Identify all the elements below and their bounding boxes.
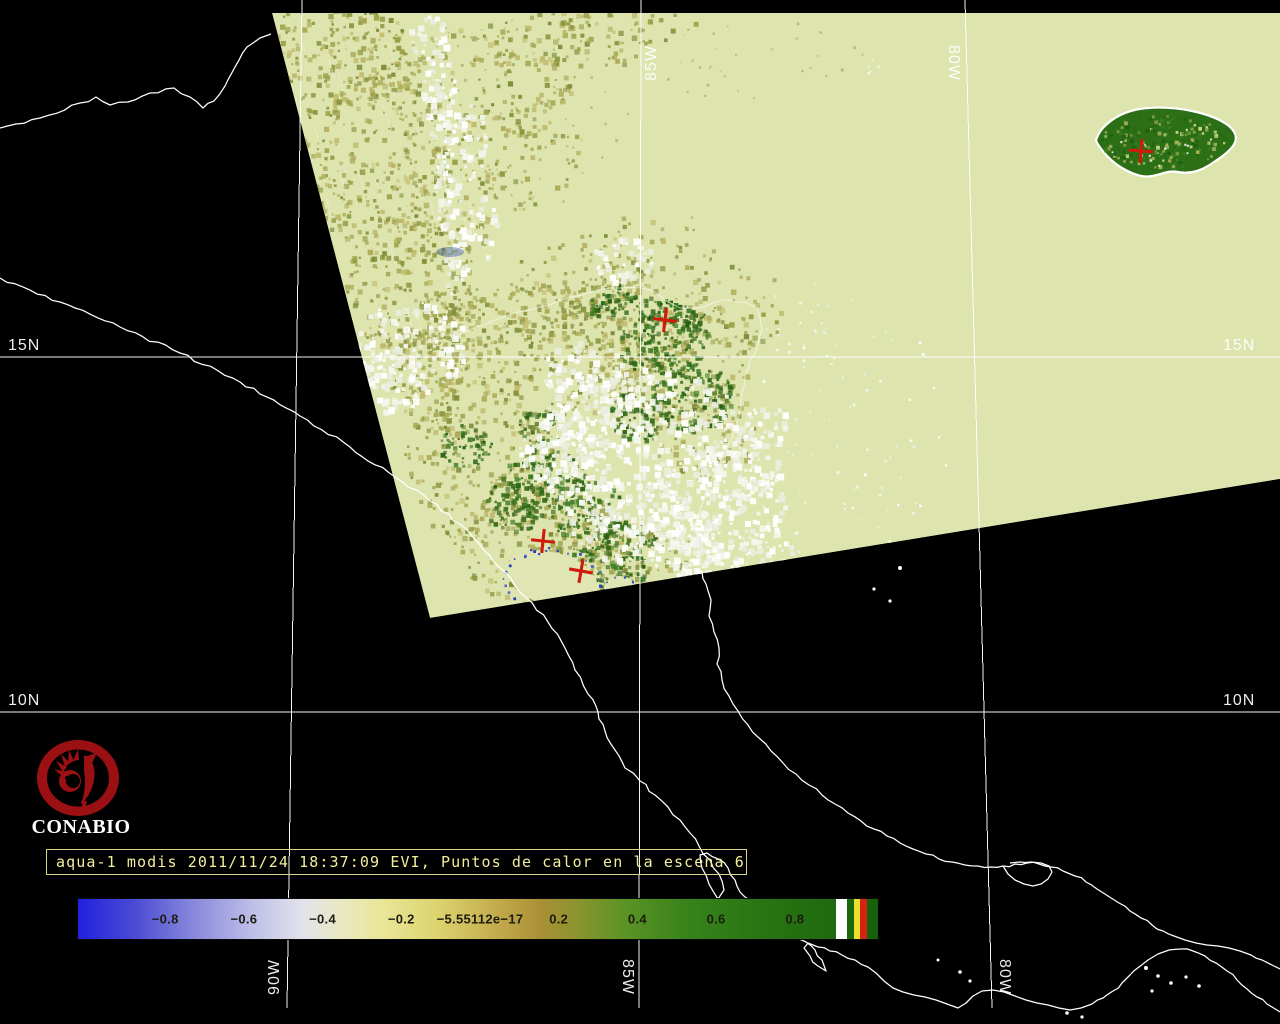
coastline-pacific: [0, 277, 1280, 1013]
longitude-gridline: [964, 0, 993, 1009]
swath-streaks: [272, 42, 476, 344]
colorbar-threshold-stripe: [836, 899, 847, 939]
fire-point-marker: [652, 307, 678, 333]
coastlines: [0, 33, 1280, 1013]
coastline-lagoon: [1002, 861, 1053, 887]
conabio-logo-icon: [37, 740, 119, 816]
evi-colorbar: −0.8 −0.6 −0.4 −0.2 −5.55112e−17 0.2 0.4 0.6 0.8: [77, 898, 879, 940]
conabio-logo: CONABIO: [26, 737, 136, 841]
jamaica-island: [1094, 106, 1237, 178]
conabio-logo-text: CONABIO: [31, 816, 131, 838]
fire-point-marker: [568, 558, 594, 584]
longitude-gridline: [286, 0, 303, 1009]
colorbar-tick-label: 0.8: [785, 911, 805, 927]
colorbar-tick-label: −0.6: [230, 911, 258, 927]
colorbar-tick-label: −5.55112e−17: [436, 911, 524, 927]
colorbar-tick-label: 0.2: [549, 911, 569, 927]
colorbar-tick-label: −0.4: [309, 911, 337, 927]
longitude-gridline: [638, 0, 642, 1009]
coastline-yucatan: [0, 33, 272, 129]
coastline-honduras: [439, 286, 763, 569]
cloud-texture: [355, 15, 947, 587]
small-islands: [596, 261, 1201, 1019]
fire-point-marker: [530, 528, 556, 554]
fire-points-layer: [530, 138, 1154, 584]
fire-point-marker: [1128, 138, 1154, 164]
colorbar-tick-label: 0.6: [706, 911, 726, 927]
satellite-swath: [272, 13, 1280, 618]
colorbar-tick-label: −0.8: [151, 911, 179, 927]
coastline-caribbean: [701, 571, 1280, 970]
colorbar-threshold-stripe: [853, 899, 861, 939]
colorbar-threshold-stripe: [860, 899, 868, 939]
colorbar-tick-label: 0.4: [627, 911, 647, 927]
caption-text: aqua-1 modis 2011/11/24 18:37:09 EVI, Pu…: [56, 853, 745, 871]
caption-box: aqua-1 modis 2011/11/24 18:37:09 EVI, Pu…: [46, 849, 747, 875]
colorbar-tick-label: −0.2: [387, 911, 415, 927]
